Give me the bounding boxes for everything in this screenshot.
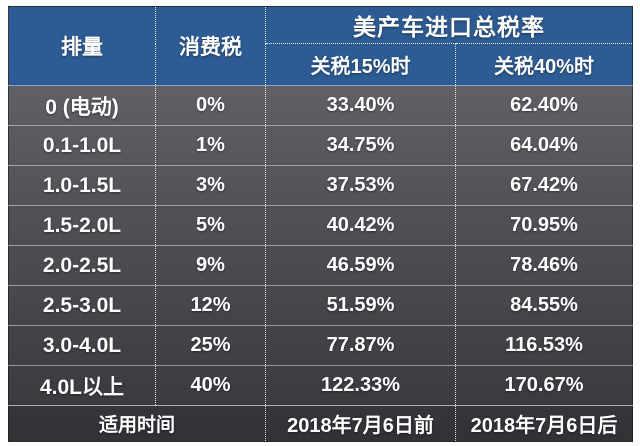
table-row: 2.5-3.0L 12% 51.59% 84.55% (8, 285, 633, 326)
tariff40-cell: 170.67% (455, 365, 633, 406)
footer-label: 适用时间 (8, 405, 266, 442)
table-body: 0 (电动) 0% 33.40% 62.40% 0.1-1.0L 1% 34.7… (8, 85, 633, 406)
displacement-cell: 3.0-4.0L (8, 325, 156, 366)
tariff40-cell: 64.04% (455, 125, 633, 166)
tariff40-cell: 67.42% (455, 165, 633, 206)
table-footer: 适用时间 2018年7月6日前 2018年7月6日后 (8, 405, 633, 442)
table-row: 0.1-1.0L 1% 34.75% 64.04% (8, 125, 633, 166)
tariff15-cell: 37.53% (265, 165, 456, 206)
tariff15-cell: 77.87% (265, 325, 456, 366)
table-row: 0 (电动) 0% 33.40% 62.40% (8, 85, 633, 126)
footer-row: 适用时间 2018年7月6日前 2018年7月6日后 (8, 405, 633, 442)
footer-date-after: 2018年7月6日后 (455, 405, 633, 442)
header-row-sub: 关税15%时 关税40%时 (9, 43, 633, 86)
table-row: 2.0-2.5L 9% 46.59% 78.46% (8, 245, 633, 286)
tariff40-cell: 78.46% (455, 245, 633, 286)
displacement-cell: 0.1-1.0L (8, 125, 156, 166)
table-row: 4.0L以上 40% 122.33% 170.67% (8, 365, 633, 406)
displacement-cell: 4.0L以上 (8, 365, 156, 406)
displacement-cell: 2.0-2.5L (8, 245, 156, 286)
tariff40-cell: 62.40% (455, 85, 633, 126)
consumption-tax-cell: 9% (155, 245, 266, 286)
header-consumption-tax: 消费税 (155, 6, 266, 86)
tariff40-cell: 84.55% (455, 285, 633, 326)
table-row: 3.0-4.0L 25% 77.87% 116.53% (8, 325, 633, 366)
footer-date-before: 2018年7月6日前 (265, 405, 456, 442)
tariff40-cell: 116.53% (455, 325, 633, 366)
consumption-tax-cell: 0% (155, 85, 266, 126)
tariff15-cell: 40.42% (265, 205, 456, 246)
tariff15-cell: 122.33% (265, 365, 456, 406)
consumption-tax-cell: 40% (155, 365, 266, 406)
header-displacement: 排量 (8, 6, 156, 86)
consumption-tax-cell: 12% (155, 285, 266, 326)
table-header: 排量 消费税 美产车进口总税率 关税15%时 关税40%时 (8, 6, 633, 86)
header-row-main: 排量 消费税 美产车进口总税率 (8, 6, 633, 86)
tariff15-cell: 51.59% (265, 285, 456, 326)
tariff40-cell: 70.95% (455, 205, 633, 246)
consumption-tax-cell: 1% (155, 125, 266, 166)
table-row: 1.0-1.5L 3% 37.53% 67.42% (8, 165, 633, 206)
consumption-tax-cell: 25% (155, 325, 266, 366)
displacement-cell: 2.5-3.0L (8, 285, 156, 326)
tariff15-cell: 33.40% (265, 85, 456, 126)
consumption-tax-cell: 3% (155, 165, 266, 206)
header-total-tax-group: 美产车进口总税率 (265, 6, 633, 44)
import-tax-table: 排量 消费税 美产车进口总税率 关税15%时 关税40%时 0 (电动) 0% … (8, 6, 633, 442)
consumption-tax-cell: 5% (155, 205, 266, 246)
table-row: 1.5-2.0L 5% 40.42% 70.95% (8, 205, 633, 246)
header-tariff-15: 关税15%时 (265, 43, 456, 86)
displacement-cell: 1.0-1.5L (8, 165, 156, 206)
displacement-cell: 1.5-2.0L (8, 205, 156, 246)
tariff15-cell: 34.75% (265, 125, 456, 166)
header-tariff-40: 关税40%时 (455, 43, 633, 86)
displacement-cell: 0 (电动) (8, 85, 156, 126)
tariff15-cell: 46.59% (265, 245, 456, 286)
